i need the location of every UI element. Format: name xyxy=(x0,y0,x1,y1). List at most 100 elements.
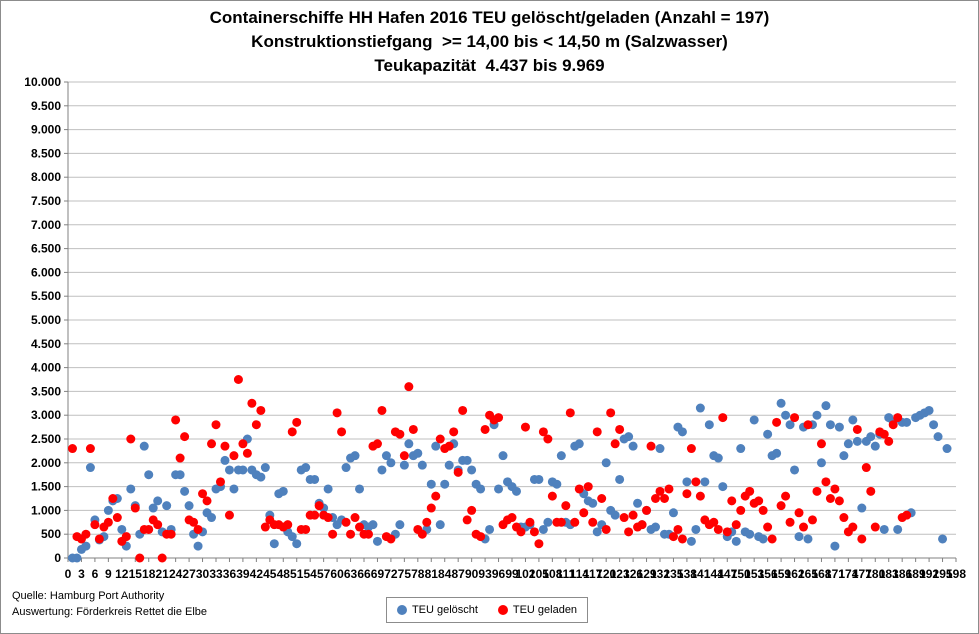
point-geloescht xyxy=(368,520,378,530)
point-geladen xyxy=(686,444,696,454)
x-tick-label: 156 xyxy=(758,567,778,581)
x-tick-label: 147 xyxy=(717,567,737,581)
point-geloescht xyxy=(772,448,782,458)
y-tick-label: 10.000 xyxy=(24,75,61,89)
x-tick-label: 63 xyxy=(344,567,358,581)
point-geloescht xyxy=(718,482,728,492)
point-geladen xyxy=(224,510,234,520)
y-tick-label: 2.000 xyxy=(31,456,61,470)
x-tick-label: 21 xyxy=(156,567,170,581)
point-geloescht xyxy=(381,451,391,461)
point-geloescht xyxy=(372,536,382,546)
y-tick-label: 1.000 xyxy=(31,503,61,517)
x-tick-label: 120 xyxy=(596,567,616,581)
y-tick-label: 500 xyxy=(41,527,61,541)
point-geloescht xyxy=(628,441,638,451)
point-geloescht xyxy=(310,474,320,484)
x-tick-label: 195 xyxy=(933,567,953,581)
point-geladen xyxy=(799,522,809,532)
legend-marker-geloescht xyxy=(396,605,407,615)
point-geladen xyxy=(642,505,652,515)
point-geloescht xyxy=(404,439,414,449)
point-geladen xyxy=(251,420,261,430)
point-geladen xyxy=(328,529,338,539)
x-tick-label: 30 xyxy=(196,567,210,581)
point-geloescht xyxy=(624,432,634,442)
point-geladen xyxy=(215,477,225,487)
point-geladen xyxy=(449,427,459,437)
point-geloescht xyxy=(938,534,948,544)
point-geladen xyxy=(529,527,539,537)
point-geloescht xyxy=(592,527,602,537)
x-tick-label: 54 xyxy=(304,567,318,581)
point-geloescht xyxy=(355,484,365,494)
point-geladen xyxy=(794,508,804,518)
point-geladen xyxy=(301,524,311,534)
point-geladen xyxy=(355,522,365,532)
x-tick-label: 123 xyxy=(610,567,630,581)
legend-label-geloescht: TEU gelöscht xyxy=(411,604,478,616)
point-geladen xyxy=(458,405,468,415)
x-tick-label: 183 xyxy=(879,567,899,581)
point-geloescht xyxy=(848,415,858,425)
legend-item-geloescht: TEU gelöscht xyxy=(396,604,478,616)
point-geloescht xyxy=(144,470,154,480)
point-geladen xyxy=(112,513,122,523)
x-tick-label: 69 xyxy=(371,567,385,581)
point-geloescht xyxy=(879,524,889,534)
point-geloescht xyxy=(153,496,163,506)
x-tick-label: 48 xyxy=(277,567,291,581)
point-geloescht xyxy=(224,465,234,475)
y-tick-label: 9.000 xyxy=(31,123,61,137)
x-tick-label: 45 xyxy=(263,567,277,581)
point-geladen xyxy=(852,424,862,434)
point-geladen xyxy=(283,520,293,530)
point-geladen xyxy=(431,491,441,501)
point-geloescht xyxy=(220,455,230,465)
point-geladen xyxy=(812,486,822,496)
point-geloescht xyxy=(440,479,450,489)
point-geloescht xyxy=(830,541,840,551)
point-geladen xyxy=(332,408,342,418)
point-geloescht xyxy=(543,517,553,527)
point-geladen xyxy=(677,534,687,544)
point-geladen xyxy=(130,503,140,513)
point-geladen xyxy=(135,553,145,563)
point-geloescht xyxy=(834,422,844,432)
point-geloescht xyxy=(700,477,710,487)
point-geladen xyxy=(624,527,634,537)
point-geloescht xyxy=(924,405,934,415)
point-geladen xyxy=(516,527,526,537)
point-geloescht xyxy=(870,441,880,451)
point-geladen xyxy=(220,441,230,451)
point-geladen xyxy=(108,494,118,503)
point-geloescht xyxy=(538,524,548,534)
point-geladen xyxy=(377,405,387,415)
x-tick-label: 180 xyxy=(865,567,885,581)
point-geladen xyxy=(709,517,719,527)
point-geloescht xyxy=(534,474,544,484)
x-tick-label: 174 xyxy=(838,567,858,581)
y-tick-label: 3.500 xyxy=(31,384,61,398)
point-geladen xyxy=(193,524,203,534)
point-geloescht xyxy=(857,503,867,513)
point-geladen xyxy=(583,482,593,492)
point-geloescht xyxy=(677,427,687,437)
point-geloescht xyxy=(444,460,454,470)
point-geloescht xyxy=(256,472,266,482)
legend-label-geladen: TEU geladen xyxy=(512,604,578,616)
point-geladen xyxy=(543,434,553,444)
y-tick-label: 7.500 xyxy=(31,194,61,208)
point-geladen xyxy=(260,522,270,532)
point-geladen xyxy=(592,427,602,437)
y-tick-label: 3.000 xyxy=(31,408,61,422)
point-geladen xyxy=(893,413,903,423)
point-geloescht xyxy=(749,415,759,425)
point-geloescht xyxy=(72,553,82,563)
y-tick-label: 5.500 xyxy=(31,289,61,303)
point-geloescht xyxy=(781,410,791,420)
point-geladen xyxy=(772,417,782,427)
point-geladen xyxy=(803,420,813,430)
point-geladen xyxy=(81,529,91,539)
point-geladen xyxy=(763,522,773,532)
